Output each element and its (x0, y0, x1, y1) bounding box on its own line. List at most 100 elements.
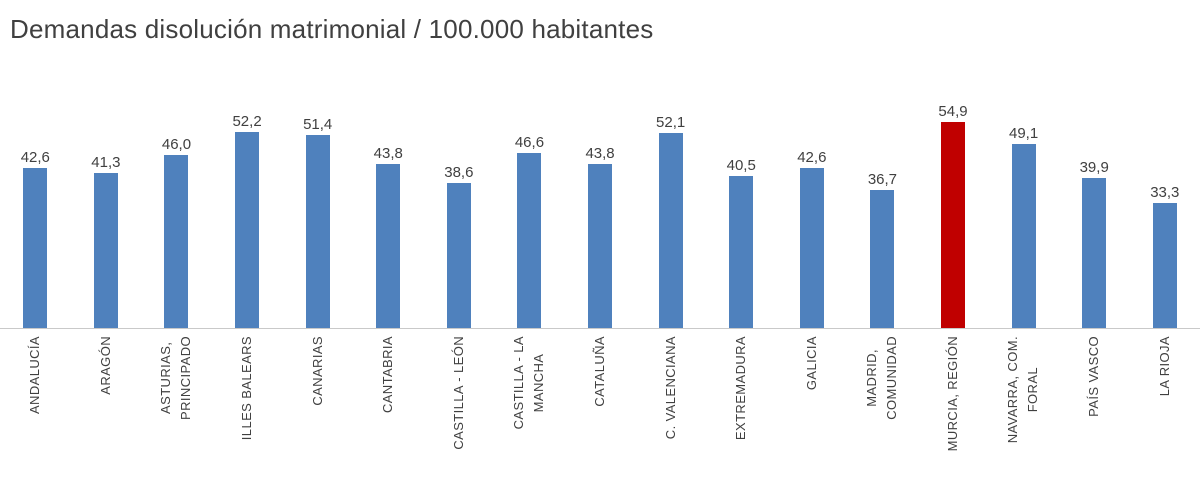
x-axis-label: CASTILLA - LA MANCHA (511, 336, 547, 430)
x-axis-label: MURCIA, REGIÓN (944, 336, 960, 452)
x-axis-cell: GALICIA (776, 328, 848, 498)
bar-column: 46,6 CASTILLA - LA MANCHA (494, 103, 565, 498)
bar-slot: 46,0 (141, 103, 212, 328)
x-axis-label: EXTREMADURA (733, 336, 749, 441)
value-label: 46,6 (514, 134, 545, 151)
x-axis-cell: CASTILLA - LEÓN (423, 328, 495, 498)
plot-area: 42,6 ANDALUCÍA 41,3 ARAGÓN 46,0 ASTURIAS, PRI… (0, 103, 1200, 498)
value-label: 52,1 (656, 114, 686, 131)
bar-slot: 36,7 (847, 103, 918, 328)
value-label: 46,0 (161, 136, 192, 153)
bar-column: 40,5 EXTREMADURA (705, 103, 777, 498)
x-axis-label: CANARIAS (309, 336, 325, 406)
bar-slot: 39,9 (1059, 103, 1130, 328)
x-axis-label: CASTILLA - LEÓN (450, 336, 466, 450)
value-label: 54,9 (938, 103, 968, 120)
bar-slot: 42,6 (777, 103, 848, 328)
value-label: 33,3 (1150, 184, 1180, 201)
value-label: 43,8 (373, 145, 403, 162)
x-axis-label: LA RIOJA (1156, 336, 1172, 397)
bar-column: 43,8 CATALUÑA (564, 103, 636, 498)
x-axis-cell: CANARIAS (282, 328, 353, 498)
value-label: 43,8 (585, 145, 615, 162)
bar (376, 164, 401, 328)
bar-column: 43,8 CANTABRIA (352, 103, 424, 498)
bar-slot: 42,6 (0, 103, 71, 328)
x-axis-cell: LA RIOJA (1129, 328, 1200, 498)
bar (588, 164, 613, 328)
x-axis-cell: ASTURIAS, PRINCIPADO (141, 328, 212, 498)
bar-column: 54,9 MURCIA, REGIÓN (917, 103, 989, 498)
bar-highlighted (941, 122, 966, 328)
bar (164, 155, 189, 328)
x-axis-label: PAÍS VASCO (1086, 336, 1102, 417)
x-axis-label: CANTABRIA (380, 336, 396, 414)
bar-column: 52,2 ILLES BALEARS (211, 103, 283, 498)
bar-column: 42,6 ANDALUCÍA (0, 103, 71, 498)
bar-column: 51,4 CANARIAS (282, 103, 353, 498)
x-axis-label: C. VALENCIANA (662, 336, 678, 440)
bar (1082, 178, 1107, 328)
value-label: 40,5 (726, 157, 756, 174)
x-axis-cell: ILLES BALEARS (211, 328, 283, 498)
bar (729, 176, 754, 328)
bar-column: 39,9 PAÍS VASCO (1058, 103, 1130, 498)
bar-slot: 51,4 (282, 103, 353, 328)
bar-column: 38,6 CASTILLA - LEÓN (423, 103, 495, 498)
chart-title: Demandas disolución matrimonial / 100.00… (10, 14, 654, 44)
value-label: 42,6 (20, 149, 50, 166)
bar (1152, 203, 1177, 328)
value-label: 42,6 (797, 149, 827, 166)
bar-column: 42,6 GALICIA (776, 103, 848, 498)
x-axis-cell: ARAGÓN (70, 328, 142, 498)
x-axis-cell: PAÍS VASCO (1058, 328, 1130, 498)
bar-column: 46,0 ASTURIAS, PRINCIPADO (141, 103, 212, 498)
value-label: 39,9 (1079, 159, 1109, 176)
bar-slot: 52,1 (635, 103, 706, 328)
x-axis-cell: CATALUÑA (564, 328, 636, 498)
bar-slot: 54,9 (918, 103, 989, 328)
value-label: 51,4 (303, 116, 333, 133)
x-axis-cell: ANDALUCÍA (0, 328, 71, 498)
bar-slot: 43,8 (565, 103, 636, 328)
bar-column: 36,7 MADRID, COMUNIDAD (847, 103, 918, 498)
bar-slot: 33,3 (1130, 103, 1200, 328)
x-axis-label: MADRID, COMUNIDAD (864, 336, 900, 420)
x-axis-label: GALICIA (803, 336, 819, 391)
value-label: 49,1 (1009, 125, 1039, 142)
value-label: 41,3 (91, 154, 121, 171)
x-axis-cell: MADRID, COMUNIDAD (847, 328, 918, 498)
x-axis-cell: MURCIA, REGIÓN (917, 328, 989, 498)
bar-column: 52,1 C. VALENCIANA (635, 103, 706, 498)
bar-slot: 40,5 (706, 103, 777, 328)
bar (446, 183, 471, 328)
x-axis-label: ASTURIAS, PRINCIPADO (158, 336, 194, 420)
bar-slot: 38,6 (424, 103, 495, 328)
bar-slot: 46,6 (494, 103, 565, 328)
value-label: 36,7 (867, 171, 898, 188)
x-axis-cell: CASTILLA - LA MANCHA (494, 328, 565, 498)
bar-column: 49,1 NAVARRA, COM. FORAL (988, 103, 1059, 498)
bar-slot: 41,3 (71, 103, 142, 328)
x-axis-cell: CANTABRIA (352, 328, 424, 498)
x-axis-cell: C. VALENCIANA (635, 328, 706, 498)
x-axis-label: CATALUÑA (591, 336, 607, 407)
bar (305, 135, 330, 328)
bar (1011, 144, 1036, 328)
bar-slot: 52,2 (212, 103, 283, 328)
bar-column: 41,3 ARAGÓN (70, 103, 142, 498)
x-axis-label: ILLES BALEARS (239, 336, 254, 441)
bar (870, 190, 895, 328)
bar-column: 33,3 LA RIOJA (1129, 103, 1200, 498)
x-axis-cell: NAVARRA, COM. FORAL (988, 328, 1059, 498)
bar (658, 133, 683, 328)
x-axis-cell: EXTREMADURA (705, 328, 777, 498)
x-axis-label: ARAGÓN (97, 336, 113, 395)
x-axis-label: NAVARRA, COM. FORAL (1005, 336, 1041, 444)
bar (93, 173, 118, 328)
bar (235, 132, 260, 328)
bar-slot: 43,8 (353, 103, 424, 328)
bar (23, 168, 48, 328)
bar (799, 168, 824, 328)
